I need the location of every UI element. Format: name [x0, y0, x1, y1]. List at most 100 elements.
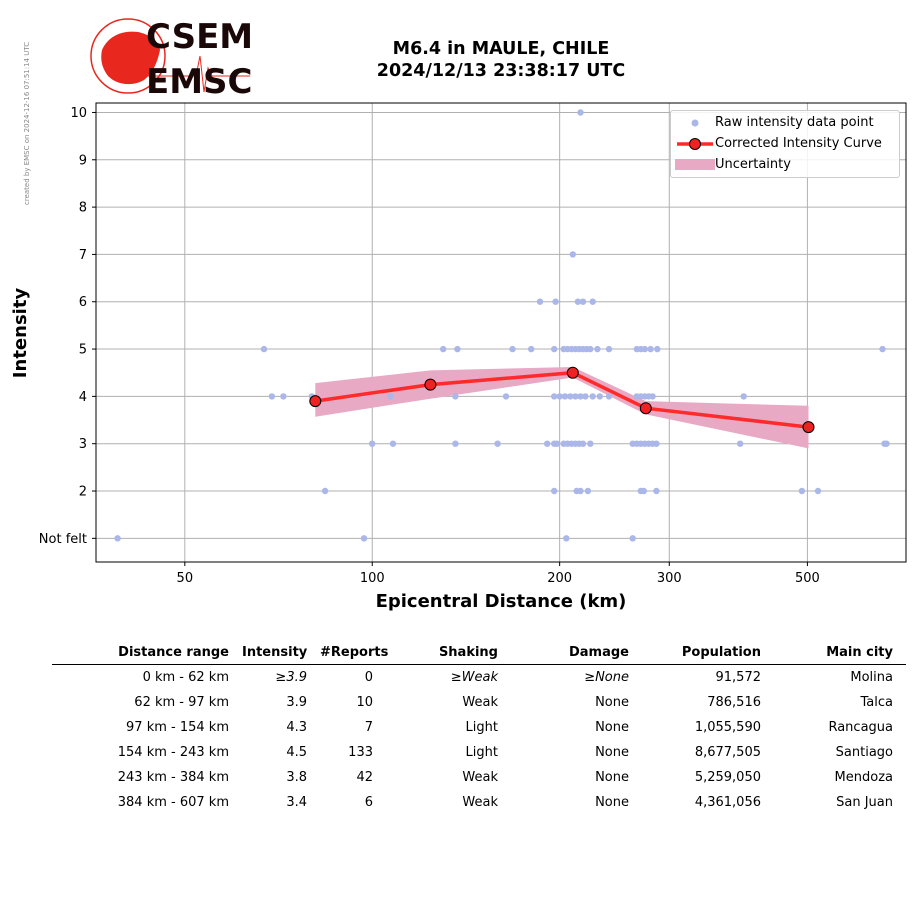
raw-data-point — [360, 535, 368, 542]
raw-data-point — [653, 440, 660, 447]
raw-data-point — [577, 487, 584, 495]
raw-data-point — [528, 345, 535, 353]
raw-data-point — [654, 345, 661, 353]
raw-data-point — [569, 251, 576, 258]
logo-seismogram — [148, 55, 250, 93]
y-tick-label: 2 — [79, 485, 87, 500]
raw-data-point — [561, 393, 569, 400]
raw-data-point — [814, 487, 822, 495]
raw-data-point — [452, 440, 459, 447]
legend-raw: Raw intensity data point — [671, 114, 899, 132]
table-cell: 0 — [364, 670, 373, 685]
table-cell: 8,677,505 — [694, 745, 761, 760]
raw-data-point — [452, 393, 459, 400]
intensity-curve-point — [639, 402, 652, 415]
raw-data-point — [544, 440, 551, 447]
logo-csem-text: CSEM — [146, 17, 253, 57]
table-cell: Weak — [462, 695, 498, 710]
legend-curve-label: Corrected Intensity Curve — [715, 136, 882, 151]
raw-data-point — [596, 393, 603, 400]
intensity-curve — [309, 366, 815, 434]
column-header: Damage — [511, 640, 642, 665]
table-row: 384 km - 607 km 3.4 6 Weak None 4,361,056 San … — [52, 790, 906, 815]
raw-data-point — [605, 393, 613, 400]
intensity-table: Distance range Intensity #Reports Shaking Da… — [52, 640, 906, 815]
column-header: Main city — [774, 640, 906, 665]
raw-data-point — [321, 487, 329, 495]
table-cell: 0 km - 62 km — [142, 670, 229, 685]
table-cell: ≥None — [584, 670, 629, 685]
table-body: 0 km - 62 km ≥3.9 0 ≥Weak ≥None 91,572 Molina 6… — [52, 665, 906, 816]
raw-data-point — [454, 345, 461, 353]
summary-table: Distance range Intensity #Reports Shaking Da… — [52, 640, 907, 815]
raw-data-point — [589, 298, 596, 305]
raw-data-point — [629, 535, 636, 542]
y-tick-label: 6 — [79, 295, 87, 310]
raw-data-point — [551, 345, 558, 353]
table-cell: None — [595, 745, 629, 760]
raw-data-point — [114, 535, 121, 542]
raw-data-point — [494, 440, 501, 447]
raw-data-point — [536, 298, 544, 305]
raw-data-point — [260, 345, 268, 353]
raw-data-point — [579, 440, 587, 447]
table-header-row: Distance range Intensity #Reports Shaking Da… — [52, 640, 906, 665]
x-axis-label: Epicentral Distance (km) — [376, 591, 627, 612]
table-cell: 62 km - 97 km — [134, 695, 229, 710]
table-cell: 42 — [356, 770, 373, 785]
raw-data-point — [572, 393, 579, 400]
y-tick-label: Not felt — [39, 532, 87, 547]
uncertainty-area — [315, 367, 809, 449]
y-tick-label: 10 — [70, 106, 87, 121]
title-time: 2024/12/13 23:38:17 UTC — [376, 61, 626, 81]
raw-data-point — [737, 440, 744, 447]
raw-data-point — [387, 393, 394, 400]
raw-data-point — [577, 393, 584, 400]
table-cell: None — [595, 695, 629, 710]
table-cell: None — [595, 795, 629, 810]
raw-data-point — [584, 487, 592, 495]
table-cell: 91,572 — [715, 670, 762, 685]
table-cell: 384 km - 607 km — [117, 795, 229, 810]
table-cell: None — [595, 770, 629, 785]
table-cell: ≥3.9 — [275, 670, 307, 685]
logo-globe — [90, 18, 166, 94]
table-cell: 4.3 — [286, 720, 307, 735]
logo-map-shape — [101, 31, 160, 85]
table-row: 97 km - 154 km 4.3 7 Light None 1,055,590 Ranc… — [52, 715, 906, 740]
column-header: #Reports — [320, 640, 388, 665]
raw-data-point — [551, 393, 558, 400]
legend-raw-label: Raw intensity data point — [715, 115, 874, 130]
raw-data-point — [553, 440, 561, 447]
title-event: M6.4 in MAULE, CHILE — [392, 39, 610, 59]
raw-data-point — [579, 298, 587, 305]
chart-title: M6.4 in MAULE, CHILE 2024/12/13 23:38:17… — [300, 38, 702, 82]
uncertainty-band — [315, 367, 809, 449]
raw-data-point — [574, 298, 582, 305]
raw-data-point — [502, 393, 510, 400]
table-row: 243 km - 384 km 3.8 42 Weak None 5,259,050 Men… — [52, 765, 906, 790]
grid — [96, 103, 906, 562]
intensity-curve-point — [309, 395, 322, 408]
legend-uncertainty: Uncertainty — [671, 156, 899, 174]
table-cell: 5,259,050 — [694, 770, 761, 785]
table-cell: 6 — [364, 795, 373, 810]
logo-emsc-text: EMSC — [146, 62, 253, 100]
table-cell: 4,361,056 — [694, 795, 761, 810]
legend: Raw intensity data point Corrected Inten… — [670, 110, 900, 178]
legend-uncertainty-label: Uncertainty — [715, 157, 791, 172]
raw-data-point — [641, 345, 648, 353]
table-cell: 1,055,590 — [694, 720, 761, 735]
table-cell: None — [595, 720, 629, 735]
raw-data-point — [577, 109, 584, 116]
table-cell: 243 km - 384 km — [117, 770, 229, 785]
raw-data-point — [280, 393, 287, 400]
y-tick-label: 7 — [79, 248, 87, 263]
table-cell: Light — [465, 720, 498, 735]
raw-data-point — [567, 393, 574, 400]
raw-data-point — [587, 440, 594, 447]
table-cell: Molina — [850, 670, 893, 685]
table-cell: Weak — [462, 770, 498, 785]
raw-data-point — [268, 393, 276, 400]
table-row: 0 km - 62 km ≥3.9 0 ≥Weak ≥None 91,572 Molina — [52, 665, 906, 691]
